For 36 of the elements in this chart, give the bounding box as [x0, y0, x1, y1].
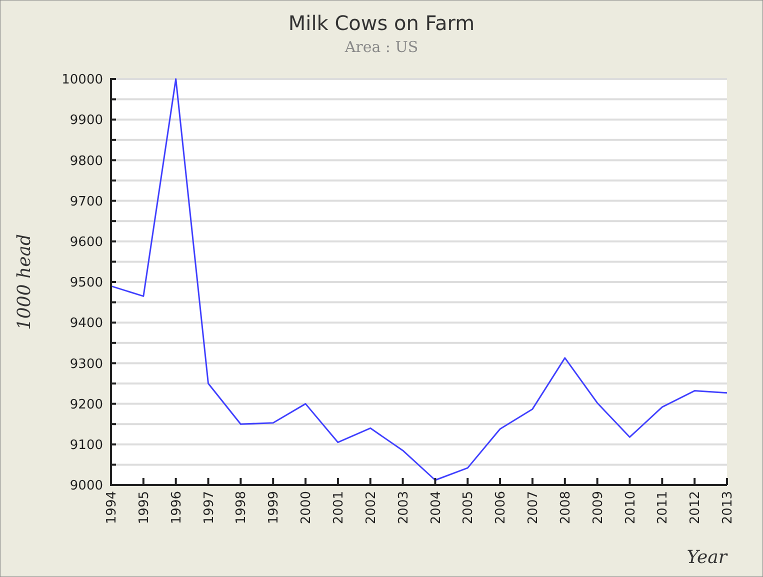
- line-series: [110, 78, 728, 481]
- x-tick-label: 2004: [428, 491, 444, 524]
- x-tick-label: 1995: [136, 491, 152, 524]
- chart-title: Milk Cows on Farm: [288, 11, 475, 35]
- x-tick-label: 1998: [234, 491, 250, 524]
- x-tick-label: 2008: [558, 491, 574, 524]
- x-tick-label: 1997: [202, 491, 217, 524]
- x-tick-label: 2000: [299, 491, 314, 524]
- x-tick-label: 2012: [688, 491, 704, 524]
- x-tick-label: 2013: [720, 491, 736, 524]
- x-tick-label: 1996: [169, 491, 184, 524]
- x-tick-label: 2010: [623, 491, 638, 524]
- y-tick-label: 9100: [70, 438, 103, 453]
- x-tick-label: 2006: [494, 491, 509, 524]
- chart-subtitle: Area : US: [344, 38, 418, 56]
- x-tick-label: 2005: [461, 491, 476, 524]
- y-tick-label: 9200: [70, 397, 103, 412]
- y-tick-label: 9800: [70, 154, 103, 169]
- y-tick-label: 9700: [70, 194, 103, 210]
- x-tick-label: 2001: [331, 491, 346, 524]
- x-tick-label: 2009: [590, 491, 606, 524]
- y-axis-title: 1000 head: [14, 234, 35, 330]
- x-tick-label: 1999: [266, 491, 282, 524]
- x-axis-title: Year: [686, 547, 728, 568]
- y-tick-label: 9500: [70, 276, 103, 291]
- x-tick-label: 2011: [656, 491, 671, 524]
- y-tick-label: 9000: [70, 478, 103, 494]
- x-tick-label: 2007: [526, 491, 542, 524]
- x-tick-label: 2003: [396, 491, 412, 524]
- y-tick-label: 10000: [62, 72, 103, 88]
- y-tick-label: 9300: [70, 356, 103, 372]
- y-tick-label: 9400: [70, 316, 103, 332]
- x-tick-label: 2002: [364, 491, 379, 524]
- y-tick-label: 9900: [70, 113, 103, 128]
- x-tick-label: 1994: [104, 491, 120, 524]
- y-tick-label: 9600: [70, 234, 103, 250]
